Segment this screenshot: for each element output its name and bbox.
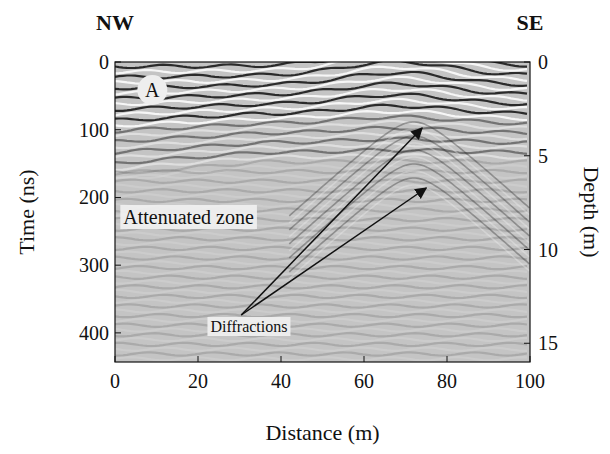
reflection xyxy=(115,256,527,259)
reflection xyxy=(115,300,527,303)
reflection xyxy=(115,324,527,327)
annotation: Attenuated zone xyxy=(120,205,257,229)
reflection xyxy=(115,328,527,331)
y2-tick xyxy=(524,62,530,63)
reflection xyxy=(115,121,527,136)
reflection xyxy=(115,348,527,351)
x-axis-title: Distance (m) xyxy=(265,420,379,445)
reflection xyxy=(115,314,527,317)
reflection xyxy=(115,309,527,312)
y-tick-label: 0 xyxy=(99,51,109,73)
reflection xyxy=(115,352,527,355)
reflection xyxy=(115,266,527,269)
reflection xyxy=(115,143,527,157)
reflection xyxy=(115,94,527,111)
plot-frame xyxy=(115,62,530,362)
reflection xyxy=(115,175,527,178)
y2-tick-label: 15 xyxy=(538,332,558,354)
direction-label: NW xyxy=(96,10,134,35)
x-tick xyxy=(447,356,448,362)
x-tick-label: 80 xyxy=(437,370,457,392)
y-tick xyxy=(115,197,121,198)
reflection xyxy=(115,247,527,250)
y-axis-title: Time (ns) xyxy=(14,169,39,254)
annotation-bg xyxy=(120,205,257,229)
y-tick xyxy=(115,62,121,63)
reflection xyxy=(115,333,527,336)
annotation: Diffractions xyxy=(207,317,290,336)
x-tick-label: 20 xyxy=(188,370,208,392)
panel-label-badge xyxy=(137,75,167,105)
y-tick xyxy=(115,265,121,266)
reflection xyxy=(115,357,527,360)
radargram-ground xyxy=(115,62,530,362)
y-tick-label: 100 xyxy=(79,119,109,141)
x-tick xyxy=(281,356,282,362)
y2-tick xyxy=(524,343,530,344)
y-tick-label: 200 xyxy=(79,186,109,208)
reflection xyxy=(115,189,527,192)
reflection xyxy=(115,343,527,346)
radargram xyxy=(115,62,530,362)
reflection xyxy=(115,261,527,264)
reflection xyxy=(115,276,527,279)
y2-tick xyxy=(524,155,530,156)
reflection xyxy=(115,280,527,283)
reflection xyxy=(115,252,527,255)
x-tick-label: 60 xyxy=(354,370,374,392)
y2-tick xyxy=(524,249,530,250)
reflection xyxy=(115,290,527,293)
y2-tick-label: 5 xyxy=(538,145,548,167)
x-tick-label: 100 xyxy=(515,370,545,392)
reflection xyxy=(115,271,527,274)
annotation-text: Attenuated zone xyxy=(123,206,254,228)
direction-label: SE xyxy=(517,10,544,35)
y-tick-label: 400 xyxy=(79,322,109,344)
y2-axis-title: Depth (m) xyxy=(579,166,604,257)
y-tick-label: 300 xyxy=(79,254,109,276)
x-tick-label: 40 xyxy=(271,370,291,392)
reflection xyxy=(115,319,527,322)
arrow xyxy=(241,188,426,315)
reflection xyxy=(115,285,527,288)
reflection xyxy=(115,77,527,95)
y2-tick-label: 0 xyxy=(538,51,548,73)
x-tick-label: 0 xyxy=(110,370,120,392)
panel-label: A xyxy=(145,79,160,101)
y-tick xyxy=(115,129,121,130)
reflection xyxy=(115,304,527,307)
reflection xyxy=(115,295,527,298)
reflection xyxy=(115,338,527,341)
y2-tick-label: 10 xyxy=(538,239,558,261)
reflection xyxy=(115,99,527,116)
y-tick xyxy=(115,332,121,333)
x-tick xyxy=(364,356,365,362)
x-tick xyxy=(198,356,199,362)
x-tick xyxy=(115,356,116,362)
annotation-text: Diffractions xyxy=(210,318,287,335)
x-tick xyxy=(530,356,531,362)
arrow xyxy=(241,128,422,315)
annotation-bg xyxy=(207,317,290,336)
